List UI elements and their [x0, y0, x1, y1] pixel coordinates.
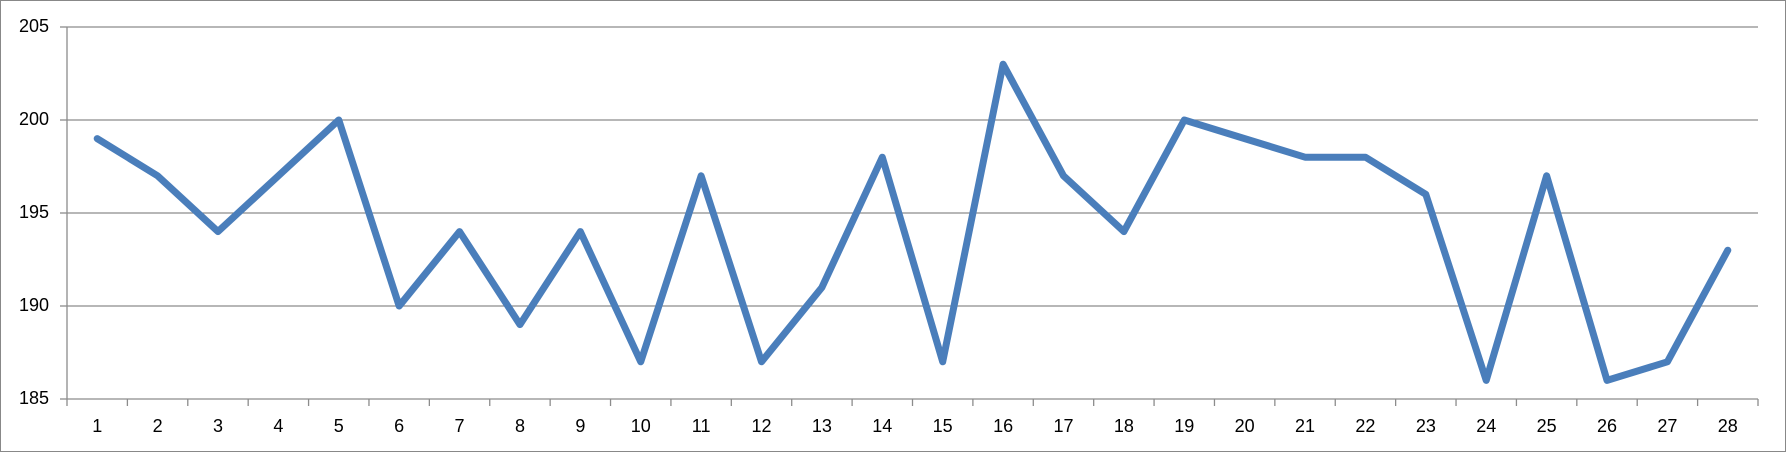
x-tick-label: 27 — [1657, 416, 1677, 436]
x-tick-label: 13 — [812, 416, 832, 436]
x-tick-label: 22 — [1355, 416, 1375, 436]
data-line — [93, 60, 1732, 384]
x-tick-label: 16 — [993, 416, 1013, 436]
x-tick-label: 20 — [1235, 416, 1255, 436]
x-tick-label: 1 — [92, 416, 102, 436]
x-tick-label: 5 — [334, 416, 344, 436]
x-tick-label: 26 — [1597, 416, 1617, 436]
x-tick-label: 21 — [1295, 416, 1315, 436]
x-tick-label: 6 — [394, 416, 404, 436]
x-tick-label: 8 — [515, 416, 525, 436]
y-tick-label: 205 — [19, 16, 49, 36]
x-tick-label: 3 — [213, 416, 223, 436]
x-tick-label: 14 — [872, 416, 892, 436]
y-tick-label: 190 — [19, 295, 49, 315]
x-tick-label: 19 — [1174, 416, 1194, 436]
x-tick-label: 28 — [1718, 416, 1738, 436]
x-tick-label: 7 — [455, 416, 465, 436]
y-tick-label: 185 — [19, 388, 49, 408]
x-tick-label: 24 — [1476, 416, 1496, 436]
x-tick-label: 12 — [752, 416, 772, 436]
x-tick-label: 25 — [1537, 416, 1557, 436]
x-tick-label: 11 — [692, 416, 711, 436]
x-tick-label: 10 — [631, 416, 651, 436]
x-tick-label: 9 — [575, 416, 585, 436]
y-tick-label: 200 — [19, 109, 49, 129]
x-tick-label: 2 — [153, 416, 163, 436]
x-tick-label: 15 — [933, 416, 953, 436]
x-tick-label: 17 — [1053, 416, 1073, 436]
x-tick-label: 4 — [273, 416, 283, 436]
x-tick-label: 23 — [1416, 416, 1436, 436]
x-tick-label: 18 — [1114, 416, 1134, 436]
y-tick-label: 195 — [19, 202, 49, 222]
